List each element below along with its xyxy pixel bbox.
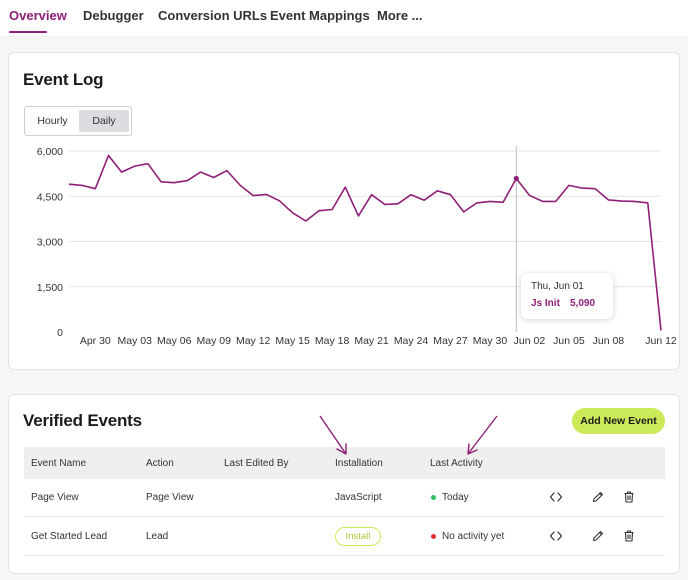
x-tick-label: May 15: [275, 335, 310, 347]
status-dot-red: [431, 534, 436, 539]
install-button[interactable]: Install: [335, 527, 381, 546]
trash-icon[interactable]: [622, 490, 636, 504]
table-row: Get Started Lead Lead Install No activit…: [24, 518, 665, 556]
tab-debugger[interactable]: Debugger: [83, 8, 144, 23]
code-icon[interactable]: [549, 490, 563, 504]
installation-cell: JavaScript: [335, 492, 382, 503]
tooltip-date: Thu, Jun 01: [531, 281, 584, 292]
x-tick-label: Jun 05: [553, 335, 585, 347]
event-name-cell: Get Started Lead: [31, 531, 108, 542]
x-tick-label: May 09: [196, 335, 231, 347]
series-line-js-init: [68, 154, 662, 331]
x-tick-label: Jun 12: [645, 335, 677, 347]
x-tick-label: May 18: [315, 335, 350, 347]
tab-overview[interactable]: Overview: [9, 8, 67, 23]
y-tick-label: 0: [57, 327, 63, 339]
y-tick-label: 3,000: [37, 237, 63, 249]
column-installation: Installation: [335, 458, 383, 469]
tab-conversion-urls[interactable]: Conversion URLs: [158, 8, 268, 23]
top-tab-bar: Overview Debugger Conversion URLs Event …: [0, 0, 688, 36]
table-header: Event Name Action Last Edited By Install…: [24, 447, 665, 479]
x-tick-label: May 06: [157, 335, 192, 347]
x-tick-label: May 12: [236, 335, 271, 347]
x-tick-label: Apr 30: [80, 335, 111, 347]
event-log-chart[interactable]: 6,000 4,500 3,000 1,500 0 Apr 30 May 03 May 06 M…: [9, 53, 681, 371]
column-event-name: Event Name: [31, 458, 87, 469]
tooltip-value: 5,090: [570, 298, 596, 309]
verified-events-title: Verified Events: [23, 411, 142, 430]
y-tick-label: 4,500: [37, 191, 63, 203]
column-last-edited-by: Last Edited By: [224, 458, 289, 469]
pencil-icon[interactable]: [591, 490, 605, 504]
granularity-toggle: Hourly Daily: [24, 106, 132, 136]
y-tick-label: 1,500: [37, 282, 63, 294]
verified-events-card: Verified Events Add New Event Event Name…: [8, 394, 680, 574]
event-log-card: Event Log Hourly Daily 6,000 4,500 3,000 1,…: [8, 52, 680, 370]
x-tick-label: May 30: [473, 335, 508, 347]
action-cell: Page View: [146, 492, 194, 503]
x-tick-label: May 27: [433, 335, 468, 347]
event-log-title: Event Log: [23, 70, 104, 89]
toggle-daily[interactable]: Daily: [79, 110, 129, 132]
highlight-point: [513, 175, 519, 182]
tab-event-mappings[interactable]: Event Mappings: [270, 8, 370, 23]
action-cell: Lead: [146, 531, 169, 542]
last-activity-cell: Today: [442, 492, 469, 503]
column-action: Action: [146, 458, 174, 469]
column-last-activity: Last Activity: [430, 458, 483, 469]
event-name-cell: Page View: [31, 492, 79, 503]
trash-icon[interactable]: [622, 529, 636, 543]
last-activity-cell: No activity yet: [442, 531, 505, 542]
add-new-event-button[interactable]: Add New Event: [572, 408, 665, 434]
x-tick-label: May 24: [394, 335, 429, 347]
x-tick-label: May 21: [354, 335, 389, 347]
active-tab-indicator: [9, 31, 47, 33]
chart-tooltip: Thu, Jun 01 Js Init 5,090: [521, 273, 613, 319]
status-dot-green: [431, 495, 436, 500]
x-tick-label: Jun 02: [514, 335, 546, 347]
tooltip-series-name: Js Init: [531, 298, 560, 309]
x-tick-label: May 03: [118, 335, 153, 347]
y-tick-label: 6,000: [37, 146, 63, 158]
x-tick-label: Jun 08: [593, 335, 625, 347]
toggle-hourly[interactable]: Hourly: [37, 115, 68, 127]
pencil-icon[interactable]: [591, 529, 605, 543]
table-row: Page View Page View JavaScript Today: [24, 479, 665, 517]
tab-more[interactable]: More ...: [377, 8, 423, 23]
code-icon[interactable]: [549, 529, 563, 543]
